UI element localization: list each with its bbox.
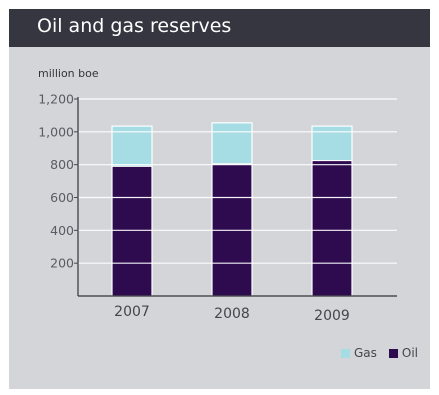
y-tick-label: 400 (50, 223, 74, 238)
y-tick-label: 1,000 (38, 124, 74, 139)
legend-swatch-gas (340, 348, 350, 358)
bar-gas-2008 (212, 122, 252, 164)
chart-header: Oil and gas reserves (9, 9, 430, 47)
bar-oil-2007 (112, 166, 152, 296)
chart-legend: Gas Oil (329, 346, 418, 360)
gridlines-layer (78, 98, 397, 264)
y-tick-label: 600 (50, 190, 74, 205)
y-tick-label: 800 (50, 157, 74, 172)
legend-label-oil: Oil (401, 346, 418, 360)
bar-oil-2009 (312, 160, 352, 296)
x-tick-label-2009: 2009 (314, 308, 350, 324)
chart-title: Oil and gas reserves (37, 15, 232, 37)
y-tick-labels: 200 400 600 800 1,000 1,200 (38, 92, 78, 271)
chart-panel: Oil and gas reserves million boe 200 400 6… (9, 9, 430, 389)
x-tick-labels: 2007 2008 2009 (114, 304, 350, 324)
y-axis-unit-label: million boe (38, 67, 99, 80)
x-tick-label-2007: 2007 (114, 304, 150, 320)
bar-gas-2007 (112, 126, 152, 167)
legend-label-gas: Gas (353, 346, 377, 360)
bars-layer (111, 122, 353, 297)
y-tick-label: 1,200 (38, 92, 74, 107)
chart-plot-area: 200 400 600 800 1,000 1,200 2007 2008 2009 (38, 92, 397, 324)
x-tick-label-2008: 2008 (214, 306, 250, 322)
legend-item-oil: Oil (388, 346, 418, 360)
y-tick-label: 200 (50, 256, 74, 271)
legend-item-gas: Gas (340, 346, 377, 360)
legend-swatch-oil (388, 348, 398, 358)
